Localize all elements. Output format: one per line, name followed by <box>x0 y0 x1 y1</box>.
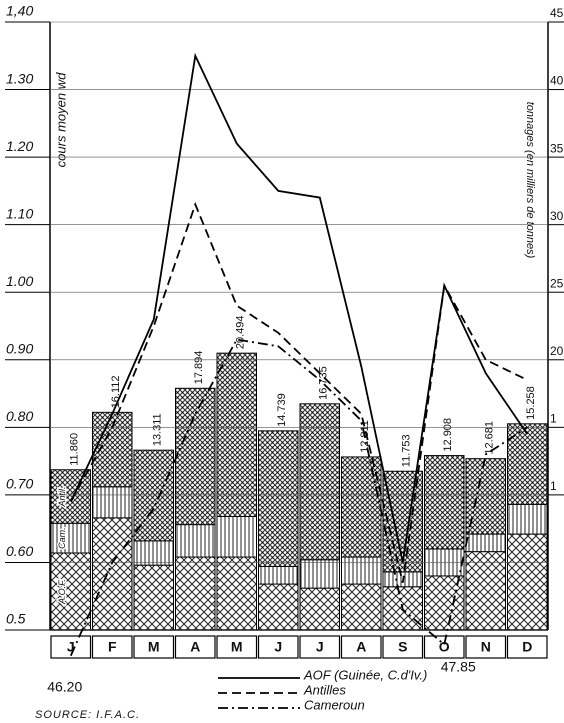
bar-segment <box>216 556 257 631</box>
y2-tick-label: 35 <box>550 141 564 155</box>
bar-total-label: 16.735 <box>318 366 330 400</box>
bar-segment <box>92 411 133 488</box>
month-box <box>216 635 258 659</box>
x-tick-label: D <box>522 639 532 655</box>
bar-segment <box>465 533 506 553</box>
month-box <box>340 635 382 659</box>
bar-total-label: 11.860 <box>69 433 81 466</box>
bar-segment <box>175 387 216 526</box>
bar-segment <box>507 503 548 535</box>
y2-tick-label: 20 <box>550 344 564 358</box>
y2-tick-label: 30 <box>550 209 564 223</box>
segment-name: Cam. <box>57 527 67 549</box>
y-axis-label: cours moyen wd <box>53 72 68 167</box>
bar-segment <box>299 403 340 561</box>
legend-label: AOF (Guinée, C.d'Iv.) <box>303 667 427 682</box>
x-tick-label: J <box>67 639 75 655</box>
y-tick-label: 0.90 <box>6 340 33 356</box>
x-tick-label: A <box>356 639 366 655</box>
x-tick-label: A <box>190 639 200 655</box>
bar-segment <box>507 533 548 631</box>
y2-tick-label: 45 <box>550 6 564 20</box>
source: SOURCE: I.F.A.C. <box>35 709 140 721</box>
bar-segment <box>258 565 299 585</box>
bar-segment <box>175 524 216 558</box>
month-box <box>465 635 507 659</box>
y-tick-label: 1,40 <box>6 3 33 19</box>
bar-segment <box>258 583 299 631</box>
bar-segment <box>216 352 257 518</box>
segment-name: Antil. <box>57 487 67 508</box>
bar-total-label: 12.681 <box>484 421 496 455</box>
y2-tick-label: 1 <box>550 412 557 426</box>
bar-segment <box>216 516 257 558</box>
y-tick-label: 1.00 <box>6 273 33 289</box>
y-tick-label: 0.70 <box>6 476 33 492</box>
x-tick-label: S <box>398 639 407 655</box>
x-tick-label: J <box>316 639 324 655</box>
bar-segment <box>133 540 174 566</box>
month-box <box>382 635 424 659</box>
bar-total-label: 14.739 <box>276 393 288 427</box>
y2-tick-label: 40 <box>550 74 564 88</box>
bar-segment <box>465 551 506 631</box>
month-box <box>506 635 548 659</box>
bar-segment <box>507 423 548 505</box>
x-tick-label: M <box>148 639 160 655</box>
bar-segment <box>92 486 133 519</box>
bar-segment <box>299 559 340 589</box>
bar-total-label: 20.494 <box>235 315 247 349</box>
y-tick-label: 1.20 <box>6 138 33 154</box>
y-tick-label: 0.60 <box>6 543 33 559</box>
bar-segment <box>50 522 91 554</box>
line-series <box>70 201 528 583</box>
bar-segment <box>299 587 340 631</box>
month-box <box>299 635 341 659</box>
bar-total-label: 17.894 <box>193 351 205 385</box>
annotation: 46.20 <box>47 679 82 695</box>
segment-name: A.O.F. <box>57 579 67 605</box>
bar-segment <box>465 458 506 535</box>
y2-tick-label: 1 <box>550 479 557 493</box>
bar-segment <box>341 556 382 585</box>
bar-segment <box>175 556 216 631</box>
x-tick-label: M <box>231 639 243 655</box>
month-box <box>174 635 216 659</box>
bar-segment <box>258 430 299 567</box>
legend-label: Antilles <box>303 682 346 697</box>
annotation: 47.85 <box>441 659 476 675</box>
y-tick-label: 1.10 <box>6 205 33 221</box>
bar-segment <box>50 469 91 524</box>
x-tick-label: N <box>481 639 491 655</box>
bar-segment <box>424 455 465 550</box>
y2-tick-label: 25 <box>550 276 564 290</box>
month-box <box>91 635 133 659</box>
legend-label: Cameroun <box>304 697 365 712</box>
y-tick-label: 1.30 <box>6 70 33 86</box>
bar-total-label: 13.311 <box>152 413 164 446</box>
bar-segment <box>341 456 382 558</box>
x-tick-label: J <box>274 639 282 655</box>
month-box <box>133 635 175 659</box>
bar-segment <box>50 552 91 631</box>
bar-segment <box>92 517 133 631</box>
y-tick-label: 0.80 <box>6 408 33 424</box>
bar-total-label: 12.908 <box>442 418 454 452</box>
x-tick-label: O <box>439 639 450 655</box>
line-series <box>69 338 528 657</box>
y2-axis-label: tonnages (en milliers de tonnes) <box>524 102 536 259</box>
line-series <box>69 52 529 563</box>
y-tick-label: 0.5 <box>6 611 26 627</box>
month-box <box>257 635 299 659</box>
bar-total-label: 11.753 <box>401 434 413 467</box>
month-box <box>423 635 465 659</box>
bar-segment <box>341 583 382 631</box>
x-tick-label: F <box>108 639 117 655</box>
month-box <box>50 635 92 659</box>
bar-total-label: 15.258 <box>525 386 537 420</box>
bar-segment <box>133 564 174 631</box>
